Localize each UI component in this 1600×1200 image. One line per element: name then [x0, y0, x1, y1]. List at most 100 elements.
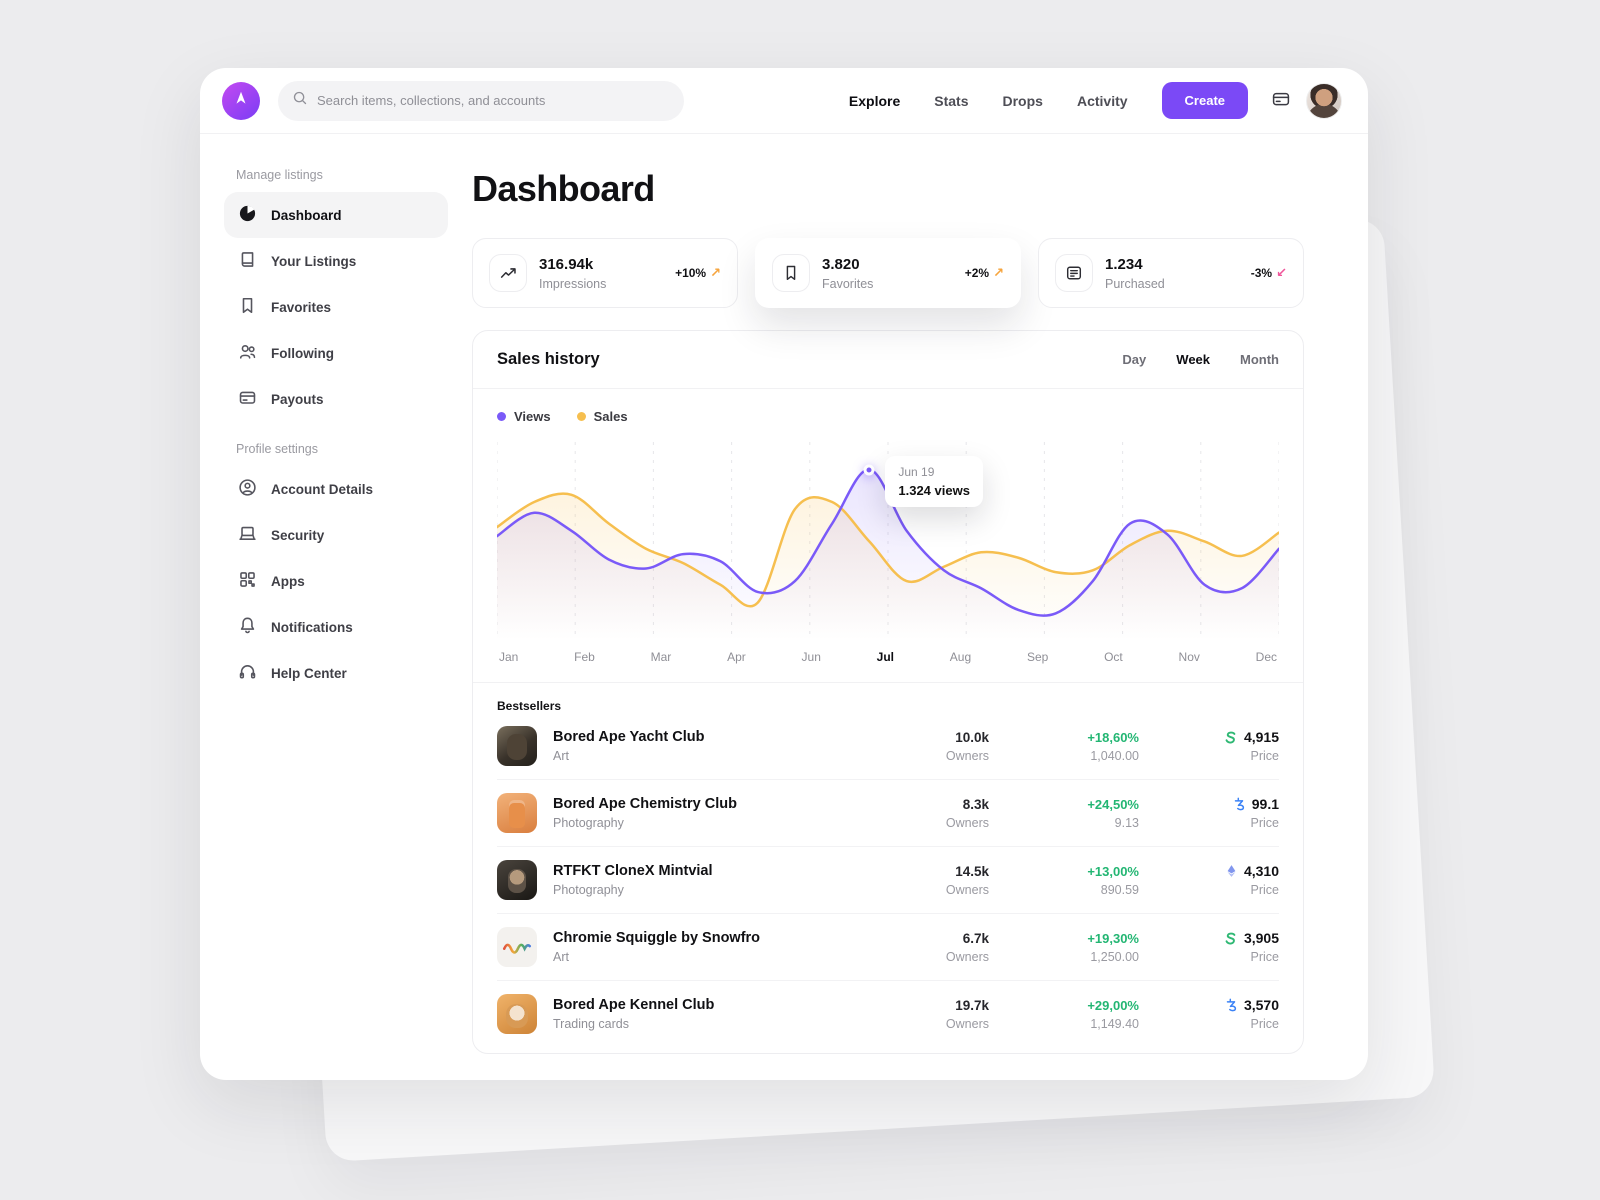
search-icon	[292, 90, 308, 111]
legend-sales[interactable]: Sales	[576, 409, 628, 424]
wallet-button[interactable]	[1264, 84, 1298, 118]
tab-week[interactable]: Week	[1176, 352, 1211, 367]
table-row[interactable]: RTFKT CloneX Mintvial Photography 14.5k …	[497, 847, 1279, 914]
owners-value: 19.7k	[955, 997, 989, 1013]
collection-name: RTFKT CloneX Mintvial	[553, 863, 713, 879]
sidebar-item-favorites[interactable]: Favorites	[224, 284, 448, 330]
sidebar-item-label: Payouts	[271, 391, 324, 407]
collection-name: Bored Ape Yacht Club	[553, 729, 705, 745]
owners-value: 8.3k	[962, 796, 989, 812]
sidebar-item-your-listings[interactable]: Your Listings	[224, 238, 448, 284]
app-body: Manage listings Dashboard Your Listings	[200, 134, 1368, 1080]
owners-label: Owners	[945, 748, 989, 763]
table-row[interactable]: Bored Ape Kennel Club Trading cards 19.7…	[497, 981, 1279, 1047]
create-button[interactable]: Create	[1161, 82, 1248, 119]
sidebar-item-dashboard[interactable]: Dashboard	[224, 192, 448, 238]
owners-value: 6.7k	[962, 930, 989, 946]
chart-legend: Views Sales	[497, 409, 1279, 424]
change-percent: +24,50%	[1087, 796, 1139, 812]
volume-value: 1,149.40	[1090, 1016, 1139, 1031]
owners-label: Owners	[945, 1016, 989, 1031]
price-value: 4,310	[1243, 863, 1279, 879]
sidebar-item-security[interactable]: Security	[224, 512, 448, 558]
top-navigation: Explore Stats Drops Activity	[849, 93, 1128, 109]
stats-row: 316.94k Impressions +10% ↗ 3.820 Favorit…	[472, 238, 1304, 308]
owners-label: Owners	[945, 882, 989, 897]
month-label: Dec	[1255, 650, 1277, 664]
sidebar-item-account-details[interactable]: Account Details	[224, 466, 448, 512]
receipt-card-icon	[1055, 254, 1093, 292]
arrow-up-right-icon: ↗	[710, 265, 721, 280]
sidebar-item-apps[interactable]: Apps	[224, 558, 448, 604]
tooltip-value: 1.324 views	[898, 482, 970, 498]
bestsellers-section: Bestsellers Bored Ape Yacht Club Art 10.…	[473, 682, 1303, 1053]
price-label: Price	[1250, 883, 1279, 897]
tab-day[interactable]: Day	[1122, 352, 1147, 367]
volume-value: 890.59	[1100, 882, 1139, 897]
month-label: Jan	[499, 650, 519, 664]
nft-thumbnail	[497, 994, 537, 1034]
stat-card-favorites: 3.820 Favorites +2% ↗	[755, 238, 1021, 308]
month-label: Oct	[1104, 650, 1123, 664]
book-icon	[238, 250, 257, 272]
month-label: Sep	[1026, 650, 1049, 664]
nav-stats[interactable]: Stats	[934, 92, 969, 109]
bookmark-icon	[772, 254, 810, 292]
app-logo[interactable]	[222, 81, 260, 120]
squiggle-art	[502, 943, 532, 954]
bell-icon	[238, 616, 257, 638]
wallet-icon	[1271, 89, 1291, 112]
line-chart-svg	[497, 442, 1279, 640]
table-row[interactable]: Chromie Squiggle by Snowfro Art 6.7k Own…	[497, 914, 1279, 981]
collection-category: Photography	[553, 883, 624, 897]
sidebar-item-label: Dashboard	[271, 207, 342, 223]
table-row[interactable]: Bored Ape Chemistry Club Photography 8.3…	[497, 780, 1279, 847]
bookmark-icon	[238, 296, 257, 318]
price-value: 99.1	[1251, 796, 1279, 812]
sidebar-item-payouts[interactable]: Payouts	[224, 376, 448, 422]
bestsellers-label: Bestsellers	[497, 699, 562, 713]
user-circle-icon	[238, 478, 257, 500]
page-title: Dashboard	[472, 168, 655, 209]
sidebar-item-help-center[interactable]: Help Center	[224, 650, 448, 696]
table-row[interactable]: Bored Ape Yacht Club Art 10.0k Owners +1…	[497, 713, 1279, 780]
sidebar-item-following[interactable]: Following	[224, 330, 448, 376]
stat-label: Purchased	[1105, 276, 1165, 291]
collection-category: Art	[553, 749, 569, 763]
sales-history-panel: Sales history Day Week Month Views	[472, 330, 1304, 1054]
tab-month[interactable]: Month	[1240, 352, 1279, 367]
sales-chart[interactable]: Jun 19 1.324 views	[497, 442, 1279, 640]
volume-value: 1,040.00	[1090, 748, 1139, 763]
trending-up-icon	[489, 254, 527, 292]
sidebar-item-label: Apps	[271, 573, 305, 589]
nft-thumbnail	[497, 860, 537, 900]
app-window: Explore Stats Drops Activity Create Mana…	[200, 68, 1368, 1080]
tether-icon	[1223, 931, 1238, 946]
collection-category: Photography	[553, 816, 624, 830]
price-label: Price	[1250, 816, 1279, 830]
stat-label: Impressions	[539, 276, 607, 291]
range-tabs: Day Week Month	[1122, 352, 1279, 367]
user-avatar[interactable]	[1306, 82, 1342, 119]
legend-views[interactable]: Views	[497, 409, 551, 424]
volume-value: 9.13	[1114, 815, 1139, 830]
tether-icon	[1223, 730, 1238, 745]
month-label: Nov	[1178, 650, 1200, 664]
nav-explore[interactable]: Explore	[848, 92, 901, 109]
users-icon	[238, 342, 257, 364]
sidebar: Manage listings Dashboard Your Listings	[200, 134, 472, 1080]
price-value: 3,570	[1243, 997, 1279, 1013]
nav-activity[interactable]: Activity	[1076, 92, 1128, 109]
price-label: Price	[1250, 749, 1279, 763]
stat-card-purchased: 1.234 Purchased -3% ↙	[1038, 238, 1304, 308]
chart-point-marker	[863, 464, 875, 476]
headset-icon	[238, 662, 257, 684]
search-input[interactable]	[317, 93, 670, 108]
sidebar-item-notifications[interactable]: Notifications	[224, 604, 448, 650]
stat-change-value: +2%	[964, 266, 990, 280]
stat-card-impressions: 316.94k Impressions +10% ↗	[472, 238, 738, 308]
credit-card-icon	[238, 388, 257, 410]
collection-name: Chromie Squiggle by Snowfro	[553, 930, 761, 946]
sidebar-item-label: Security	[271, 527, 325, 543]
nav-drops[interactable]: Drops	[1002, 92, 1043, 109]
